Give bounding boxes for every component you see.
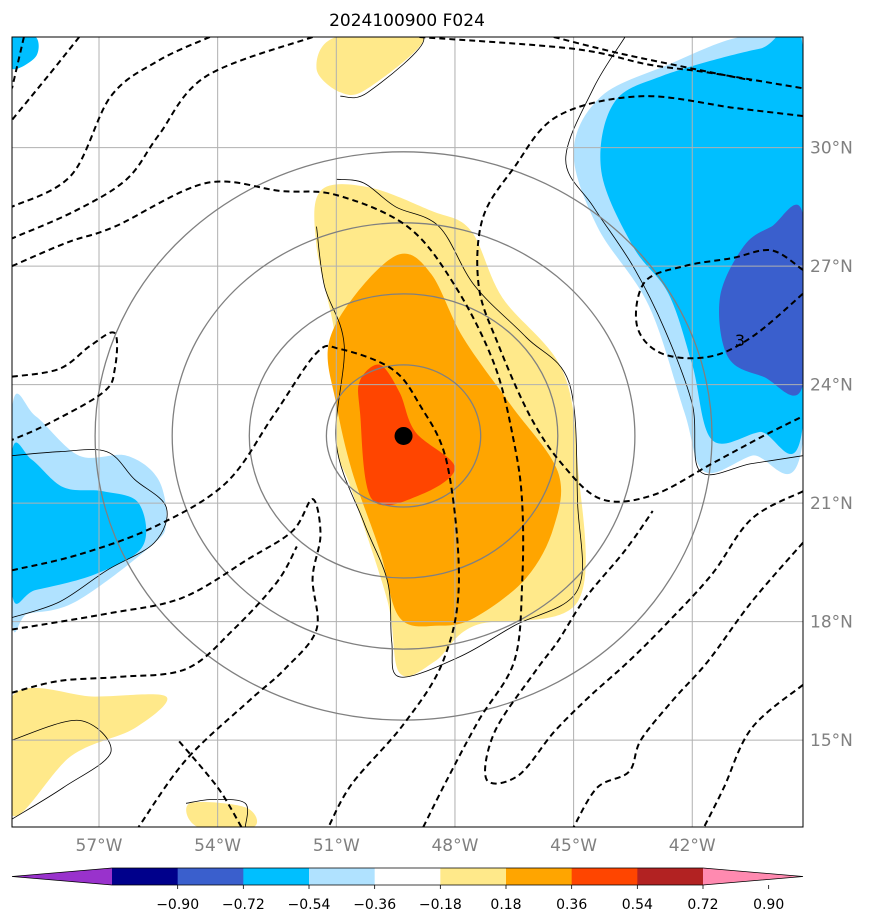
y-tick-label: 30°N (810, 139, 853, 159)
chart-title: 2024100900 F024 (329, 11, 485, 31)
dashed-contour-7 (12, 546, 298, 694)
colorbar-segment (243, 868, 310, 885)
y-tick-label: 24°N (810, 376, 853, 396)
colorbar-outline (11, 867, 804, 886)
thin-contour-5 (185, 798, 249, 827)
shaded-region-4 (327, 253, 562, 627)
dashed-contour-10 (419, 37, 803, 90)
dashed-contour-8 (177, 739, 243, 827)
y-tick-label: 27°N (810, 257, 853, 277)
dashed-contour-2 (12, 37, 211, 208)
colorbar-tick-label: 0.18 (490, 897, 521, 913)
range-rings (94, 151, 713, 721)
dashed-contour-1 (12, 37, 80, 121)
thin-contour-3 (565, 37, 803, 476)
dashed-contour-12 (476, 95, 803, 503)
colorbar-segment (571, 868, 638, 885)
dashed-contour-0 (12, 37, 25, 89)
y-tick-label: 15°N (810, 731, 853, 751)
shaded-region-1 (316, 37, 424, 96)
dashed-contours (12, 37, 803, 827)
colorbar-tick-label: −0.36 (353, 897, 396, 913)
colorbar-segment (309, 868, 376, 885)
dashed-contour-15 (572, 541, 803, 827)
thin-contour-4 (12, 719, 112, 820)
x-axis-ticks: 57°W 54°W 51°W 48°W 45°W 42°W (76, 836, 716, 856)
colorbar-tick-label: 0.90 (753, 897, 784, 913)
dashed-contour-14 (484, 490, 803, 785)
dashed-contour-3 (12, 37, 313, 240)
colorbar-segment (374, 868, 441, 885)
colorbar-segment (440, 868, 507, 885)
colorbar-tick-label: 0.36 (556, 897, 587, 913)
dashed-contour-11 (553, 37, 752, 82)
x-tick-label: 42°W (669, 836, 716, 856)
colorbar-segment (112, 868, 179, 885)
range-ring-1 (248, 293, 559, 579)
range-ring-3 (94, 151, 713, 721)
thin-contour-2 (12, 449, 168, 618)
dashed-contour-6 (12, 498, 322, 827)
shaded-region-2 (12, 687, 168, 817)
colorbar-segment (506, 868, 573, 885)
x-tick-label: 54°W (194, 836, 241, 856)
shaded-region-8 (719, 204, 803, 396)
shaded-field (12, 37, 803, 827)
colorbar-tick-label: 0.72 (687, 897, 718, 913)
dashed-contour-9 (12, 180, 525, 827)
colorbar-extend-high (703, 868, 803, 885)
thin-contour-1 (328, 37, 425, 99)
y-tick-label: 18°N (810, 613, 853, 633)
colorbar-tick-label: −0.54 (288, 897, 331, 913)
range-ring-0 (325, 364, 482, 508)
colorbar-extend-low (12, 868, 112, 885)
colorbar-segment (637, 868, 704, 885)
x-tick-label: 45°W (550, 836, 597, 856)
dashed-contour-5 (12, 344, 460, 827)
x-tick-label: 48°W (431, 836, 478, 856)
colorbar-tick-label: −0.72 (222, 897, 265, 913)
map-plot-area: 3 (12, 37, 803, 827)
dashed-contour-4 (12, 331, 119, 441)
gridlines (12, 37, 803, 827)
colorbar-tick-label: −0.18 (419, 897, 462, 913)
x-tick-label: 57°W (76, 836, 123, 856)
colorbar: −0.90 −0.72 −0.54 −0.36 −0.18 0.18 0.36 0.54 0.7… (11, 867, 804, 913)
x-tick-label: 51°W (313, 836, 360, 856)
contour-label: 3 (735, 331, 745, 350)
dashed-contour-13 (634, 248, 803, 360)
map-frame (11, 36, 804, 828)
y-axis-ticks: 15°N 18°N 21°N 24°N 27°N 30°N (810, 139, 853, 751)
colorbar-tick-label: 0.54 (622, 897, 653, 913)
storm-center-marker (394, 426, 413, 445)
y-tick-label: 21°N (810, 494, 853, 514)
shaded-region-3 (186, 801, 258, 827)
range-ring-2 (171, 222, 636, 650)
colorbar-tick-label: −0.90 (156, 897, 199, 913)
colorbar-segment (177, 868, 244, 885)
